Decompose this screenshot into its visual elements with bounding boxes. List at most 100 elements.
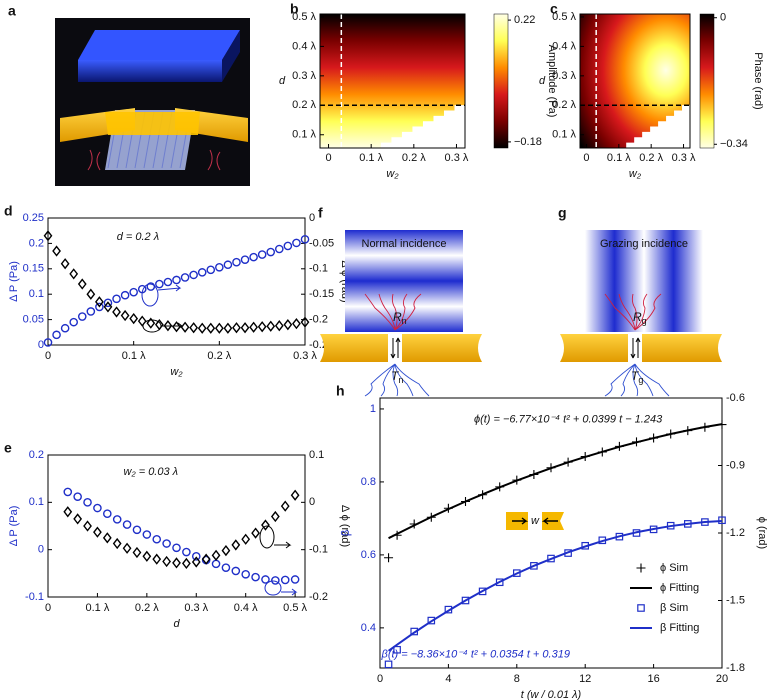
panel-label: h [336,383,345,399]
marker [60,323,70,333]
annotation: Δϕ [667,130,682,144]
marker [300,235,310,244]
y-tick-label: 1 [370,403,376,415]
y-tick-label: 0.4 [361,622,376,634]
x-tick-label: 0.1 λ [359,152,383,164]
y-tick-label: 0.1 λ [552,129,576,141]
marker [206,322,216,334]
slit-arrows [630,337,641,359]
marker [60,258,70,270]
marker [103,301,113,313]
marker [112,306,121,318]
x-tick-label: 0.2 λ [402,152,426,164]
y-tick-label: 0.1 [29,496,44,508]
y-tick-label: 0.2 [29,449,44,461]
x-tick-label: 0 [45,350,51,362]
y-tick-label: 0.2 [29,237,44,249]
marker [172,543,181,553]
slab [222,30,240,82]
x-tick-label: 20 [716,673,728,685]
fluid-trace [87,149,221,171]
marker [211,559,221,569]
colorbar-label: Phase (rad) [752,52,764,109]
callout-arrow [281,588,298,596]
marker [300,316,310,328]
y-tick-label: 0.4 λ [552,40,576,52]
colorbar [493,13,509,149]
marker [43,338,53,347]
marker [83,520,92,532]
fit-line [388,423,723,540]
annotation: β(t) = −8.36×10⁻⁴ t² + 0.0354 t + 0.319 [381,648,570,660]
transmitted-waves [364,363,430,397]
y2-tick-label: -1.2 [726,527,745,539]
marker [223,322,233,334]
slab [78,30,240,60]
y2-tick-label: -0.1 [309,263,328,275]
inset-label: w [531,515,540,527]
colorbar-tick-label: 0.22 [514,14,535,26]
marker [292,318,301,330]
marker [52,245,61,257]
marker [280,575,290,585]
marker [120,309,130,322]
callout-arrow [161,322,184,330]
y-tick-label: 0.2 λ [292,99,316,111]
marker [180,321,190,333]
marker [461,596,470,605]
diagram-title: Normal incidence [362,238,447,250]
y2-tick-label: -0.2 [309,591,328,603]
marker [257,250,267,259]
y-tick-label: 0.5 λ [292,11,316,23]
incidence-diagram: Normal incidence Rn Tn [320,230,482,397]
x-tick-label: 0.3 λ [184,602,208,614]
marker [77,278,87,290]
marker [232,257,241,267]
fit-line [387,519,723,652]
legend-label: ϕ Sim [660,562,688,574]
panel-label: a [8,3,16,19]
invalid-region [626,105,690,148]
y2-tick-label: -1.5 [726,594,745,606]
marker [274,320,284,332]
colorbar [699,13,715,149]
x-axis-label: t (w / 0.01 λ) [521,689,582,700]
colorbar-tick-label: −0.18 [514,136,542,148]
transmitted-waves [604,363,670,397]
inset: w [506,512,564,530]
y-tick-label: 0.6 [361,549,376,561]
y-tick-label: 0.3 λ [292,70,316,82]
x-axis-label: d [173,618,180,630]
slit-arrows [390,337,401,359]
marker [221,544,231,557]
y-tick-label: 0.3 λ [552,70,576,82]
marker [271,576,280,585]
marker [103,509,112,518]
colorbar-tick-label: −0.34 [720,138,748,150]
marker [137,315,147,327]
marker [427,616,436,625]
transmission-label: Tg [631,369,643,385]
annotation: d = 0.2 λ [117,231,159,243]
marker [495,578,504,587]
marker [154,319,164,331]
panel-label: b [290,1,299,17]
marker [155,279,164,289]
x-axis-label: w₂ [170,366,183,378]
x-tick-label: 0.4 λ [234,602,258,614]
legend-swatch [636,563,646,573]
x-tick-label: 8 [514,673,520,685]
marker [122,542,132,554]
y2-tick-label: 0.1 [309,449,324,461]
reflected-waves [604,293,662,331]
x-tick-label: 0.1 λ [122,350,146,362]
marker [172,557,181,569]
annotation: ΔP [441,130,457,144]
panel-label: d [4,203,13,219]
y-axis-label: d [539,75,546,87]
callout [141,283,159,307]
marker [241,569,250,579]
marker [240,255,250,264]
y-axis-label: β [340,530,352,536]
marker [211,549,221,561]
